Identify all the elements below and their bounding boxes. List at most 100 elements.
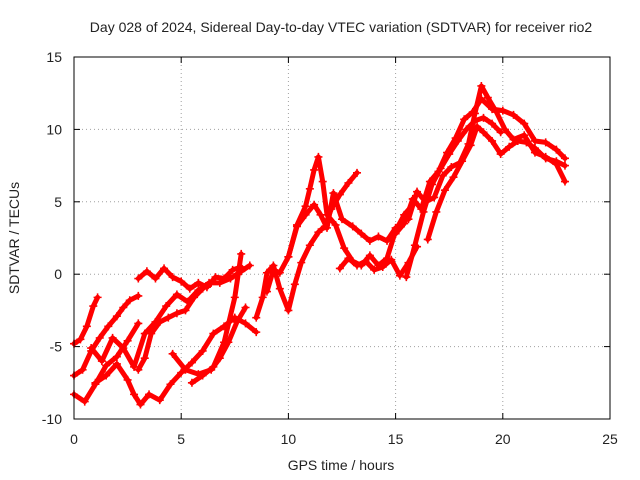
data-point — [187, 378, 196, 387]
data-point — [269, 265, 278, 274]
data-point — [87, 344, 96, 353]
data-point — [93, 293, 102, 302]
data-point — [436, 164, 445, 173]
data-point — [488, 119, 497, 128]
data-point — [310, 165, 319, 174]
data-point — [155, 396, 164, 405]
x-tick-label: 20 — [495, 431, 511, 447]
data-point — [160, 264, 169, 273]
data-point — [194, 278, 203, 287]
data-point — [230, 293, 239, 302]
data-point — [449, 173, 458, 182]
series-arc-2 — [70, 291, 143, 380]
data-point — [252, 328, 261, 337]
data-point — [164, 313, 173, 322]
data-point — [522, 138, 531, 147]
data-point — [245, 261, 254, 270]
data-point — [112, 359, 121, 368]
data-point — [541, 154, 550, 163]
data-point — [560, 154, 569, 163]
data-point — [211, 273, 220, 282]
data-point — [314, 152, 323, 161]
data-point — [322, 210, 331, 219]
data-point — [292, 220, 301, 229]
data-point — [181, 306, 190, 315]
y-tick-label: 5 — [54, 194, 62, 210]
data-point — [378, 262, 387, 271]
series-trace — [189, 251, 244, 386]
series-trace — [403, 115, 504, 280]
data-point — [447, 163, 456, 172]
data-point — [241, 319, 250, 328]
data-point — [387, 255, 396, 264]
data-point — [202, 283, 211, 292]
series-trace — [264, 190, 399, 295]
data-point — [423, 235, 432, 244]
data-point — [318, 177, 327, 186]
data-point — [430, 193, 439, 202]
data-point — [310, 200, 319, 209]
data-point — [181, 365, 190, 374]
data-point — [140, 354, 149, 363]
x-tick-label: 0 — [70, 431, 78, 447]
x-axis-label: GPS time / hours — [288, 457, 395, 473]
data-point — [76, 335, 85, 344]
data-point — [78, 365, 87, 374]
data-point — [142, 267, 151, 276]
data-point — [123, 336, 132, 345]
data-point — [348, 222, 357, 231]
data-point — [147, 329, 156, 338]
data-point — [102, 371, 111, 380]
data-point — [108, 333, 117, 342]
data-point — [112, 312, 121, 321]
plot-frame — [73, 56, 611, 420]
data-point — [134, 319, 143, 328]
data-point — [438, 171, 447, 180]
data-point — [136, 400, 145, 409]
y-tick-label: -5 — [50, 339, 63, 355]
data-point — [419, 207, 428, 216]
data-point — [275, 284, 284, 293]
data-point — [331, 220, 340, 229]
data-point — [297, 258, 306, 267]
data-point — [305, 241, 314, 250]
data-point — [445, 150, 454, 159]
data-point — [483, 93, 492, 102]
data-point — [89, 302, 98, 311]
data-point — [95, 333, 104, 342]
data-point — [102, 361, 111, 370]
data-point — [470, 116, 479, 125]
data-point — [262, 268, 271, 277]
data-point — [104, 322, 113, 331]
data-point — [185, 284, 194, 293]
data-point — [314, 228, 323, 237]
y-tick-label: 15 — [46, 49, 62, 65]
series-arc-16 — [423, 122, 569, 244]
data-point — [520, 119, 529, 128]
data-point — [112, 352, 121, 361]
data-point — [466, 141, 475, 150]
data-point — [145, 390, 154, 399]
data-point — [252, 313, 261, 322]
data-point — [552, 157, 561, 166]
data-series — [70, 81, 569, 409]
data-point — [400, 219, 409, 228]
data-point — [305, 184, 314, 193]
data-point — [172, 290, 181, 299]
data-point — [155, 317, 164, 326]
data-point — [404, 215, 413, 224]
data-point — [209, 329, 218, 338]
series-trace — [337, 244, 420, 279]
data-point — [344, 178, 353, 187]
data-point — [374, 232, 383, 241]
x-axis-ticks: 0 5 10 15 20 25 — [70, 57, 618, 447]
data-point — [432, 207, 441, 216]
data-point — [134, 291, 143, 300]
data-point — [460, 115, 469, 124]
data-point — [119, 344, 128, 353]
data-point — [473, 122, 482, 131]
series-arc-9 — [187, 249, 246, 387]
data-point — [428, 180, 437, 189]
data-point — [119, 303, 128, 312]
data-point — [134, 274, 143, 283]
